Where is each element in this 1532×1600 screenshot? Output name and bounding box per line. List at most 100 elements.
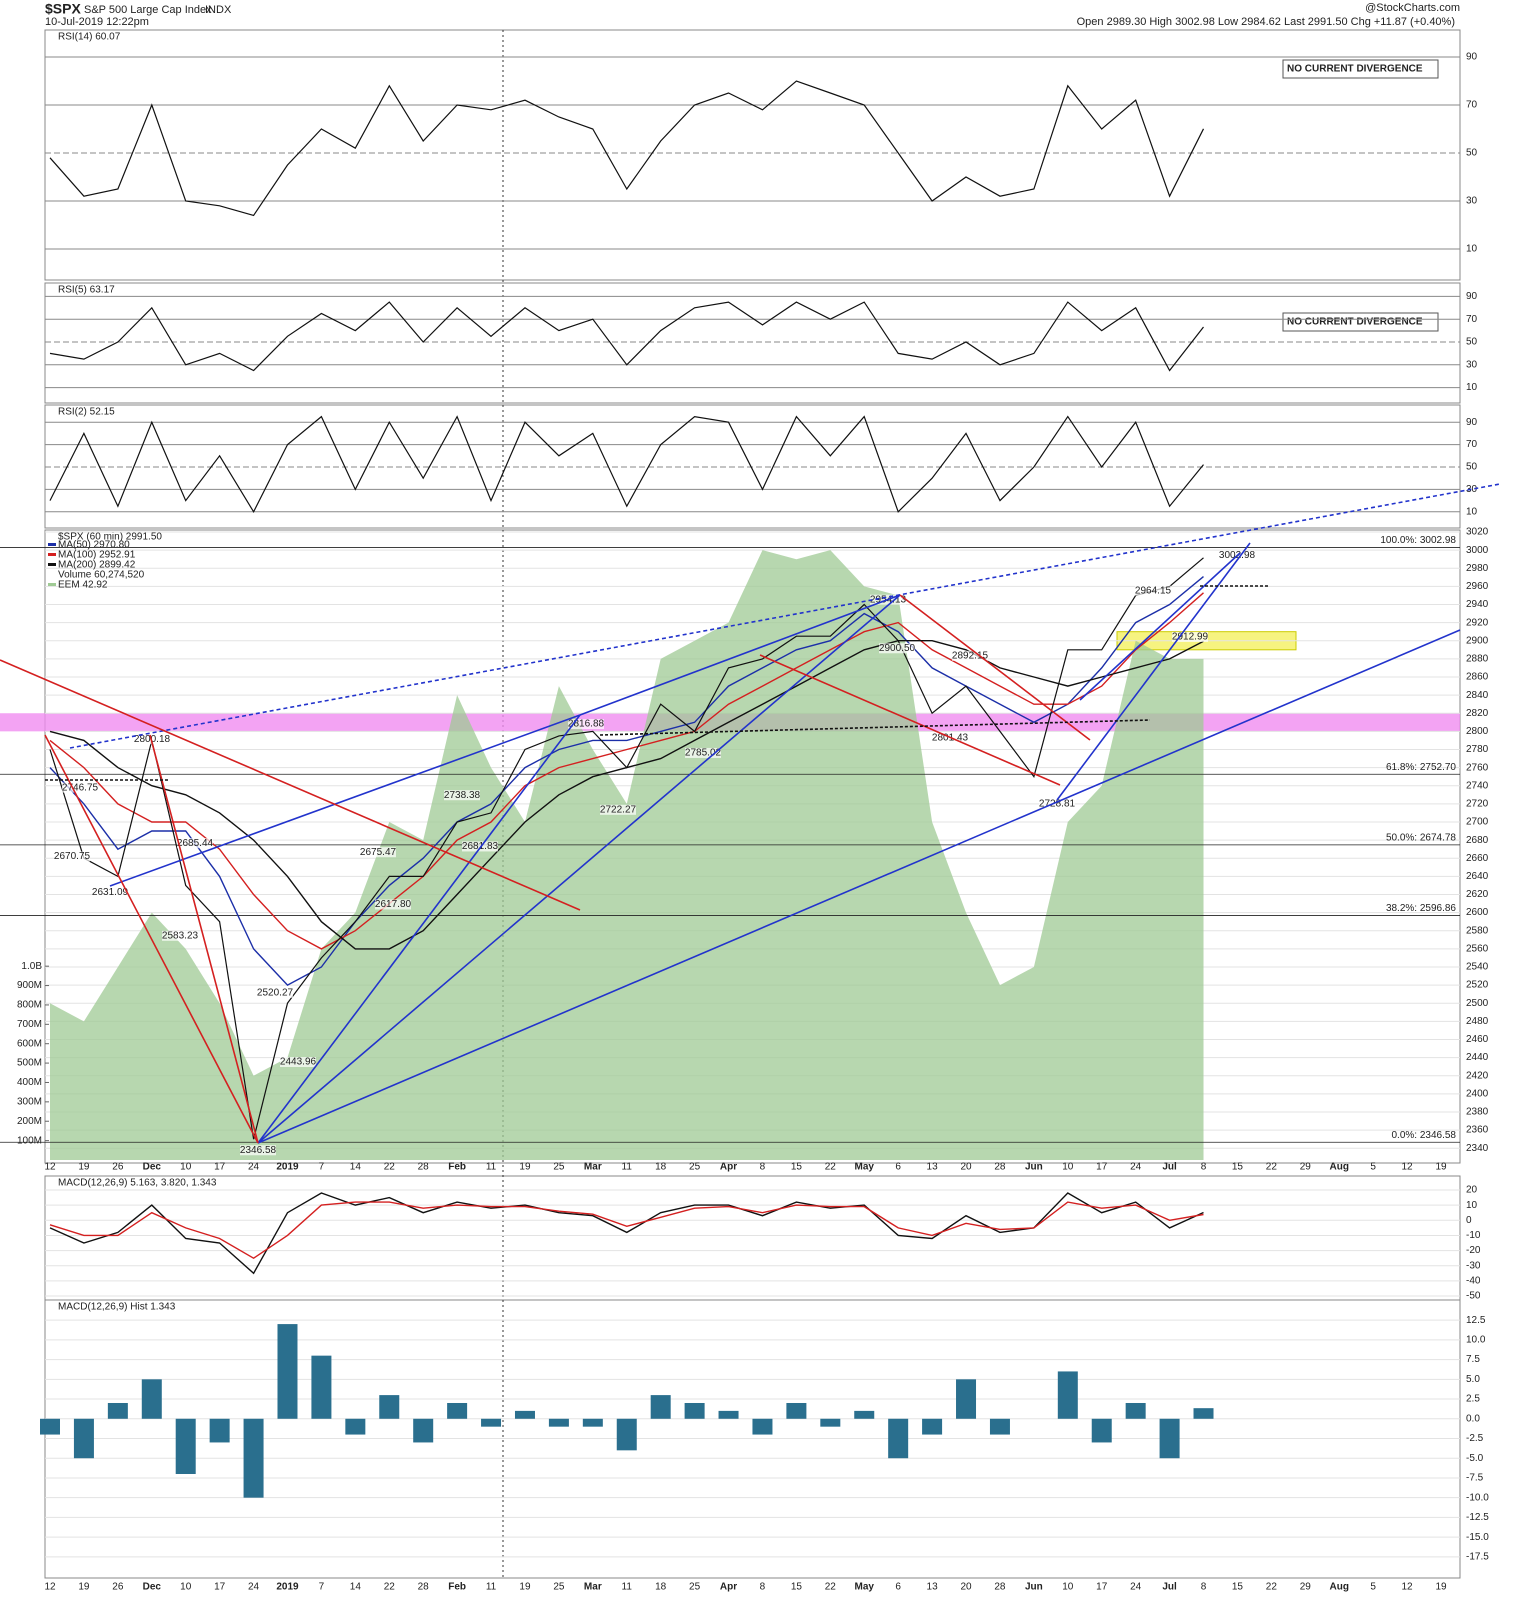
price-label: 2443.96	[280, 1057, 317, 1068]
x-tick-label: 11	[486, 1162, 497, 1173]
y-tick-label: 12.5	[1466, 1315, 1486, 1326]
y-tick-label: 2780	[1466, 744, 1489, 755]
price-label-box	[1135, 585, 1171, 596]
price-label-box	[952, 650, 988, 661]
x-tick-label: 13	[927, 1162, 939, 1173]
y2-tick-label: 500M	[17, 1058, 42, 1069]
price-label: 2583.23	[162, 930, 199, 941]
price-label: 2912.99	[1172, 632, 1209, 643]
y-tick-label: 2760	[1466, 762, 1489, 773]
y-tick-label: -2.5	[1466, 1433, 1484, 1444]
y-tick-label: 50	[1466, 462, 1478, 473]
y-tick-label: 2660	[1466, 853, 1489, 864]
legend-swatch	[48, 583, 56, 586]
y-tick-label: 20	[1466, 1185, 1478, 1196]
panel-title: $SPX (60 min) 2991.50	[58, 532, 162, 543]
x-tick-label: 17	[214, 1162, 226, 1173]
x-tick-label: 2019	[276, 1582, 299, 1593]
price-label: 2728.81	[1039, 799, 1076, 810]
x-tick-label: 6	[895, 1162, 901, 1173]
panel-title: RSI(5) 63.17	[58, 285, 115, 296]
hist-bar	[752, 1418, 773, 1435]
hist-bar	[820, 1418, 841, 1427]
x-tick-label: 22	[1266, 1162, 1278, 1173]
legend-entry: MA(200) 2899.42	[58, 560, 136, 571]
y-tick-label: 2560	[1466, 943, 1489, 954]
price-line	[49, 415, 1204, 514]
y-tick-label: 2680	[1466, 835, 1489, 846]
panel-frame	[44, 282, 1461, 404]
hist-bar	[989, 1418, 1010, 1435]
hist-bar	[514, 1410, 535, 1419]
y-tick-label: 10.0	[1466, 1335, 1486, 1346]
fib-label: 38.2%: 2596.86	[1386, 903, 1456, 914]
y-tick-label: 90	[1466, 52, 1478, 63]
x-tick-label: 18	[655, 1582, 667, 1593]
y-tick-label: 2860	[1466, 672, 1489, 683]
y-tick-label: 2600	[1466, 907, 1489, 918]
hist-bar	[956, 1379, 977, 1419]
x-tick-label: Aug	[1329, 1582, 1348, 1593]
hist-bar	[922, 1418, 943, 1435]
y-tick-label: -5.0	[1466, 1453, 1484, 1464]
x-tick-label: 11	[486, 1582, 497, 1593]
hist-bar	[209, 1418, 230, 1443]
y-tick-label: 2820	[1466, 708, 1489, 719]
y-tick-label: 2960	[1466, 581, 1489, 592]
fib-label: 61.8%: 2752.70	[1386, 762, 1456, 773]
x-tick-label: 8	[1201, 1162, 1207, 1173]
y-tick-label: 2800	[1466, 726, 1489, 737]
trendline	[759, 654, 1061, 786]
x-tick-label: 19	[1435, 1162, 1447, 1173]
hist-bar	[786, 1402, 807, 1419]
price-line	[49, 301, 1204, 372]
x-tick-label: 29	[1300, 1162, 1312, 1173]
y-tick-label: 3020	[1466, 527, 1489, 538]
x-tick-label: 5	[1370, 1162, 1376, 1173]
x-tick-label: Dec	[143, 1162, 162, 1173]
x-tick-label: 22	[825, 1162, 837, 1173]
legend-swatch	[48, 543, 56, 546]
y-tick-label: 2400	[1466, 1088, 1489, 1099]
trendline	[0, 659, 581, 911]
y-tick-label: 2620	[1466, 889, 1489, 900]
price-label: 2816.88	[568, 719, 605, 730]
hist-bar	[73, 1418, 94, 1459]
price-label: 2892.15	[952, 650, 989, 661]
y2-tick-label: 900M	[17, 980, 42, 991]
trendline	[44, 734, 259, 1144]
hist-bar	[1193, 1408, 1214, 1419]
price-label-box	[280, 1057, 316, 1068]
hist-bar	[650, 1395, 671, 1419]
x-tick-label: 12	[44, 1162, 56, 1173]
hist-bar	[107, 1402, 128, 1419]
hist-bar	[40, 1418, 60, 1435]
y-tick-label: 2700	[1466, 817, 1489, 828]
price-label: 2722.27	[600, 804, 637, 815]
y-tick-label: -40	[1466, 1276, 1481, 1287]
trendline	[1079, 552, 1241, 701]
legend-entry: MA(100) 2952.91	[58, 550, 136, 561]
divergence-box	[1282, 312, 1439, 332]
x-tick-label: 24	[1130, 1162, 1142, 1173]
trendline	[149, 734, 259, 1144]
x-tick-label: 20	[960, 1582, 972, 1593]
y2-tick-label: 200M	[17, 1116, 42, 1127]
y-tick-label: -7.5	[1466, 1473, 1484, 1484]
x-tick-label: 6	[895, 1582, 901, 1593]
y-tick-label: 50	[1466, 337, 1478, 348]
y-tick-label: 90	[1466, 291, 1478, 302]
x-tick-label: 22	[384, 1582, 396, 1593]
price-label-box	[257, 987, 293, 998]
x-tick-label: 17	[1096, 1162, 1108, 1173]
hist-bar	[1159, 1418, 1180, 1459]
fib-label: 50.0%: 2674.78	[1386, 832, 1456, 843]
x-tick-label: May	[855, 1162, 875, 1173]
hist-bar	[1091, 1418, 1112, 1443]
x-tick-label: Jun	[1025, 1162, 1043, 1173]
y2-tick-label: 600M	[17, 1038, 42, 1049]
y-tick-label: 2480	[1466, 1016, 1489, 1027]
x-tick-label: 19	[78, 1162, 90, 1173]
x-tick-label: 29	[1300, 1582, 1312, 1593]
